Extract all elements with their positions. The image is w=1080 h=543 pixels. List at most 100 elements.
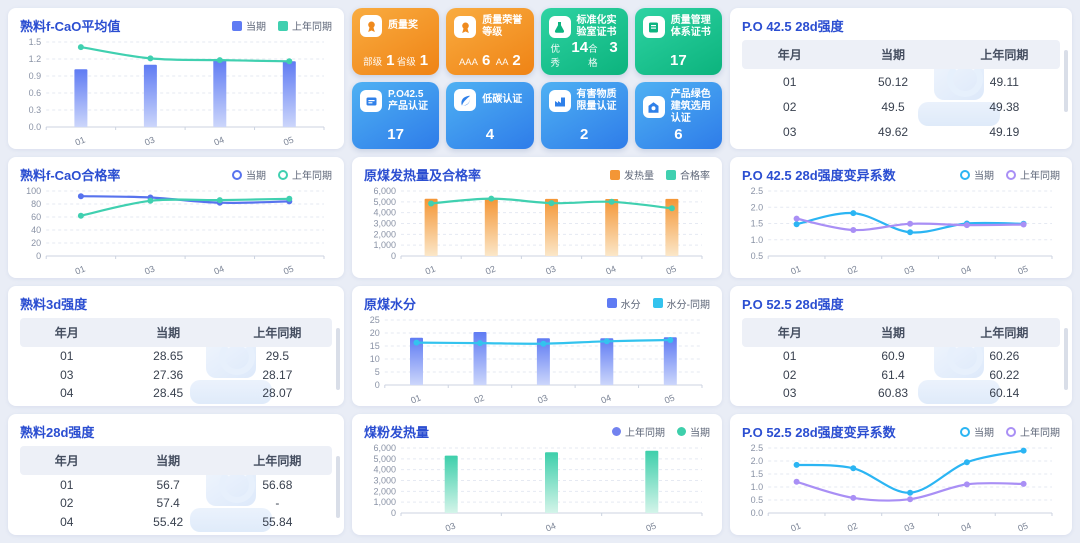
- table-cell: 60.83: [878, 386, 909, 401]
- card-stats: 优秀 14 合格 3: [549, 39, 620, 69]
- table-cell: 60.26: [989, 348, 1020, 363]
- legend-label: 上年同期: [292, 22, 332, 33]
- svg-text:0.5: 0.5: [751, 251, 764, 261]
- stat-card: 质量荣誉等级 AAA 6 AA 2: [446, 8, 534, 75]
- table-cell: 01: [60, 477, 74, 492]
- svg-text:2.5: 2.5: [751, 186, 764, 196]
- svg-text:1.5: 1.5: [751, 469, 764, 479]
- chart-legend: 上年同期 当期: [612, 424, 710, 439]
- svg-text:6,000: 6,000: [373, 186, 396, 196]
- stat-card: 质量管理体系证书 17: [634, 8, 722, 75]
- legend-marker: [960, 426, 970, 437]
- card-stat: 2: [580, 126, 588, 143]
- legend-item[interactable]: 水分: [606, 296, 641, 311]
- legend-item[interactable]: 当期: [677, 424, 710, 439]
- table-scrollbar[interactable]: [1064, 50, 1068, 112]
- table-header-cell: 当期: [881, 325, 906, 340]
- panel-po525-28d-table: P.O 52.5 28d强度 年月 当期 上年同期 01 60.9 60.26 02 61.4…: [730, 285, 1072, 407]
- card-stat: AA 2: [496, 52, 521, 69]
- svg-text:03: 03: [143, 264, 156, 274]
- legend-item[interactable]: 上年同期: [1006, 424, 1060, 439]
- fcao-average-chart: 0.0 0.3 0.6 0.9 1.2 1.5 01 03 04 05: [20, 35, 332, 148]
- stat-label: 部级: [363, 57, 383, 68]
- svg-text:01: 01: [74, 135, 87, 145]
- legend-marker: [677, 427, 686, 437]
- svg-text:02: 02: [484, 264, 497, 274]
- stat-card: 低碳认证 4: [446, 82, 534, 149]
- card-stats: 部级 1 省级 1: [360, 52, 431, 69]
- table-row: 01 50.12 49.11: [742, 69, 1060, 94]
- panel-title: P.O 42.5 28d强度变异系数: [742, 168, 896, 183]
- stat-label: 合格: [588, 44, 598, 69]
- legend-label: 当期: [974, 428, 994, 440]
- svg-text:05: 05: [663, 392, 676, 402]
- svg-text:5: 5: [375, 367, 380, 377]
- legend-label: 合格率: [680, 171, 710, 182]
- svg-text:02: 02: [846, 521, 859, 531]
- svg-text:04: 04: [960, 264, 973, 274]
- stat-value: 2: [579, 126, 589, 143]
- table-row: 01 56.7 56.68: [20, 475, 332, 494]
- svg-text:3,000: 3,000: [373, 476, 396, 486]
- svg-text:5,000: 5,000: [373, 197, 396, 207]
- panel-title: 熟料28d强度: [20, 425, 95, 441]
- svg-text:2,000: 2,000: [373, 229, 396, 239]
- table-scrollbar[interactable]: [336, 456, 340, 519]
- table-header-cell: 年月: [54, 454, 79, 469]
- chart-legend: 当期 上年同期: [232, 18, 332, 33]
- legend-item[interactable]: 合格率: [666, 167, 710, 182]
- legend-label: 当期: [246, 171, 266, 182]
- legend-item[interactable]: 当期: [960, 424, 994, 439]
- panel-header: 煤粉发热量 上年同期 当期: [364, 422, 710, 441]
- fcao-pass-rate-chart: 0 20 40 60 80 100 01 03 04 05: [20, 184, 332, 277]
- svg-text:2.5: 2.5: [751, 443, 764, 453]
- svg-text:05: 05: [1016, 521, 1029, 531]
- card-stat: 省级 1: [397, 52, 428, 69]
- flask-icon: [548, 16, 571, 38]
- svg-text:01: 01: [789, 521, 802, 531]
- legend-marker: [232, 20, 242, 31]
- legend-marker: [232, 169, 242, 180]
- svg-text:05: 05: [282, 135, 295, 145]
- leaf-icon: [454, 89, 477, 111]
- legend-label: 当期: [974, 171, 994, 182]
- card-top: 质量奖: [360, 15, 431, 37]
- svg-text:60: 60: [31, 212, 41, 222]
- legend-item[interactable]: 上年同期: [612, 424, 665, 439]
- legend-marker: [652, 298, 663, 309]
- panel-fcao-pass-rate: 熟料f-CaO合格率 当期 上年同期 0 20 40 60 80 100 01 03 04 05: [8, 157, 344, 278]
- legend-item[interactable]: 当期: [960, 167, 994, 182]
- card-stat: 优秀 14: [551, 39, 589, 69]
- legend-marker: [606, 298, 617, 309]
- stat-card: 有害物质限量认证 2: [540, 82, 628, 149]
- card-stat: 6: [674, 126, 682, 143]
- chart-canvas: 0 20 40 60 80 100 01 03 04 05: [26, 186, 325, 277]
- table-scrollbar[interactable]: [1064, 327, 1068, 390]
- table-cell: 60.9: [881, 348, 905, 363]
- legend-item[interactable]: 发热量: [610, 167, 654, 182]
- legend-item[interactable]: 水分-同期: [652, 296, 710, 311]
- stat-label: 优秀: [550, 44, 561, 69]
- table-header-cell: 年月: [777, 48, 802, 62]
- table-scrollbar[interactable]: [336, 327, 340, 390]
- panel-header: 原煤水分 水分 水分-同期: [364, 294, 710, 313]
- legend-item[interactable]: 当期: [232, 167, 266, 182]
- svg-text:03: 03: [544, 264, 557, 274]
- legend-item[interactable]: 上年同期: [278, 18, 332, 33]
- svg-text:0.3: 0.3: [29, 105, 42, 115]
- svg-text:1.2: 1.2: [29, 54, 42, 64]
- svg-text:03: 03: [903, 264, 916, 274]
- hazardous-substance-icon: [548, 90, 571, 112]
- legend-item[interactable]: 上年同期: [1006, 167, 1060, 182]
- stat-value: 6: [481, 52, 491, 69]
- panel-header: 熟料3d强度: [20, 294, 332, 313]
- table-cell: 50.12: [878, 74, 909, 89]
- legend-item[interactable]: 上年同期: [278, 167, 332, 182]
- chart-canvas: 0.0 0.3 0.6 0.9 1.2 1.5 01 03 04 05: [29, 37, 325, 148]
- card-stat: 17: [387, 126, 404, 143]
- legend-marker: [278, 169, 288, 180]
- table-header-row: 年月 当期 上年同期: [742, 40, 1060, 69]
- stat-card: 产品绿色建筑选用认证 6: [634, 82, 722, 149]
- legend-item[interactable]: 当期: [232, 18, 266, 33]
